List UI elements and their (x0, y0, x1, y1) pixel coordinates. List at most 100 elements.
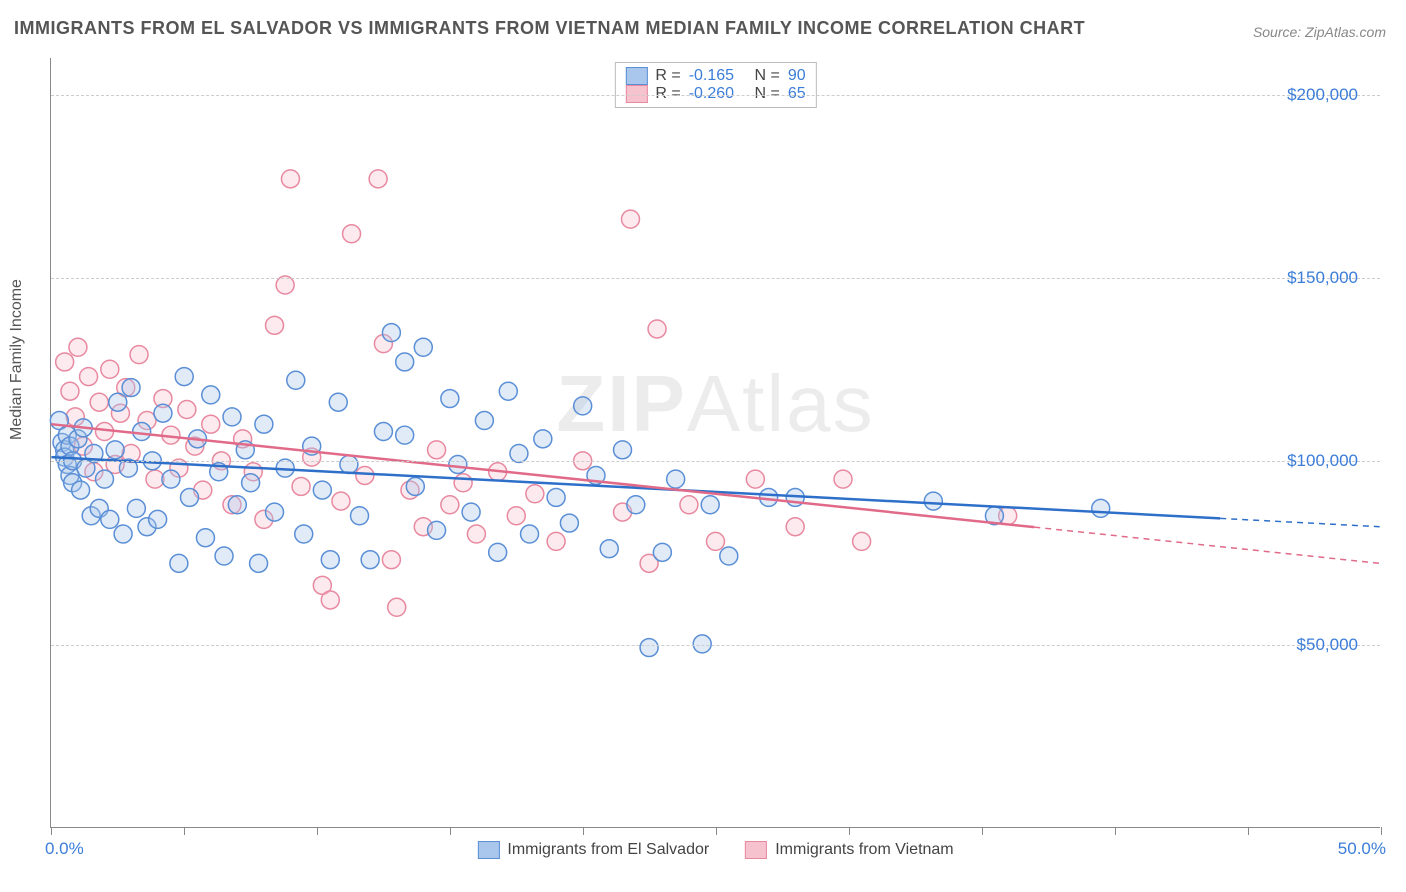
x-tick (982, 827, 983, 835)
scatter-point-el_salvador (127, 499, 145, 517)
scatter-point-vietnam (441, 496, 459, 514)
scatter-point-el_salvador (181, 488, 199, 506)
scatter-point-vietnam (69, 338, 87, 356)
scatter-point-vietnam (321, 591, 339, 609)
scatter-point-el_salvador (114, 525, 132, 543)
scatter-point-el_salvador (162, 470, 180, 488)
scatter-point-el_salvador (361, 551, 379, 569)
x-tick (583, 827, 584, 835)
y-tick-label: $100,000 (1287, 451, 1358, 471)
scatter-point-el_salvador (149, 510, 167, 528)
scatter-point-vietnam (622, 210, 640, 228)
scatter-point-el_salvador (287, 371, 305, 389)
scatter-point-el_salvador (329, 393, 347, 411)
scatter-point-el_salvador (266, 503, 284, 521)
x-tick (1381, 827, 1382, 835)
x-tick (184, 827, 185, 835)
chart-title: IMMIGRANTS FROM EL SALVADOR VS IMMIGRANT… (14, 18, 1085, 39)
scatter-point-el_salvador (627, 496, 645, 514)
scatter-point-vietnam (90, 393, 108, 411)
x-tick (716, 827, 717, 835)
x-tick (51, 827, 52, 835)
scatter-point-el_salvador (701, 496, 719, 514)
scatter-point-el_salvador (428, 521, 446, 539)
scatter-point-el_salvador (295, 525, 313, 543)
scatter-point-el_salvador (1092, 499, 1110, 517)
scatter-point-el_salvador (351, 507, 369, 525)
scatter-point-vietnam (648, 320, 666, 338)
regression-line-dashed-el_salvador (1220, 518, 1379, 526)
scatter-point-el_salvador (547, 488, 565, 506)
scatter-point-vietnam (101, 360, 119, 378)
scatter-point-el_salvador (640, 639, 658, 657)
y-axis-label: Median Family Income (8, 279, 26, 440)
scatter-point-vietnam (507, 507, 525, 525)
scatter-point-vietnam (80, 368, 98, 386)
scatter-point-vietnam (547, 532, 565, 550)
scatter-point-el_salvador (175, 368, 193, 386)
scatter-point-el_salvador (321, 551, 339, 569)
scatter-point-el_salvador (510, 444, 528, 462)
scatter-point-el_salvador (96, 470, 114, 488)
scatter-point-el_salvador (406, 477, 424, 495)
scatter-point-el_salvador (462, 503, 480, 521)
scatter-point-vietnam (343, 225, 361, 243)
swatch-el-salvador (477, 841, 499, 859)
x-axis-min-label: 0.0% (45, 839, 84, 859)
scatter-point-vietnam (292, 477, 310, 495)
scatter-point-el_salvador (414, 338, 432, 356)
scatter-point-el_salvador (653, 543, 671, 561)
scatter-point-el_salvador (614, 441, 632, 459)
regression-line-dashed-vietnam (1034, 527, 1379, 563)
scatter-point-el_salvador (133, 423, 151, 441)
scatter-point-vietnam (178, 401, 196, 419)
scatter-point-el_salvador (499, 382, 517, 400)
scatter-point-el_salvador (196, 529, 214, 547)
scatter-point-el_salvador (215, 547, 233, 565)
source-attribution: Source: ZipAtlas.com (1253, 24, 1386, 40)
scatter-point-vietnam (266, 316, 284, 334)
scatter-point-el_salvador (101, 510, 119, 528)
scatter-point-vietnam (786, 518, 804, 536)
scatter-point-el_salvador (242, 474, 260, 492)
scatter-point-el_salvador (489, 543, 507, 561)
scatter-point-el_salvador (122, 379, 140, 397)
scatter-point-el_salvador (475, 412, 493, 430)
plot-svg (51, 58, 1380, 827)
legend-item-vietnam: Immigrants from Vietnam (745, 841, 953, 859)
scatter-point-vietnam (382, 551, 400, 569)
scatter-point-el_salvador (720, 547, 738, 565)
scatter-point-el_salvador (924, 492, 942, 510)
scatter-point-el_salvador (72, 481, 90, 499)
x-axis-max-label: 50.0% (1338, 839, 1386, 859)
scatter-point-el_salvador (449, 455, 467, 473)
scatter-point-el_salvador (667, 470, 685, 488)
scatter-point-el_salvador (250, 554, 268, 572)
scatter-point-el_salvador (382, 324, 400, 342)
x-tick (450, 827, 451, 835)
chart-container: IMMIGRANTS FROM EL SALVADOR VS IMMIGRANT… (0, 0, 1406, 892)
y-tick-label: $50,000 (1297, 635, 1358, 655)
legend-series: Immigrants from El Salvador Immigrants f… (477, 841, 953, 859)
scatter-point-vietnam (428, 441, 446, 459)
scatter-point-el_salvador (154, 404, 172, 422)
x-tick (1115, 827, 1116, 835)
scatter-point-el_salvador (340, 455, 358, 473)
scatter-point-vietnam (369, 170, 387, 188)
scatter-point-vietnam (526, 485, 544, 503)
scatter-point-el_salvador (255, 415, 273, 433)
scatter-point-vietnam (454, 474, 472, 492)
scatter-point-el_salvador (396, 426, 414, 444)
y-tick-label: $200,000 (1287, 85, 1358, 105)
scatter-point-el_salvador (202, 386, 220, 404)
x-tick (317, 827, 318, 835)
scatter-point-el_salvador (313, 481, 331, 499)
x-tick (849, 827, 850, 835)
scatter-point-vietnam (853, 532, 871, 550)
y-tick-label: $150,000 (1287, 268, 1358, 288)
scatter-point-vietnam (467, 525, 485, 543)
legend-label-vietnam: Immigrants from Vietnam (775, 841, 953, 859)
scatter-point-el_salvador (109, 393, 127, 411)
scatter-point-el_salvador (441, 390, 459, 408)
scatter-point-el_salvador (534, 430, 552, 448)
